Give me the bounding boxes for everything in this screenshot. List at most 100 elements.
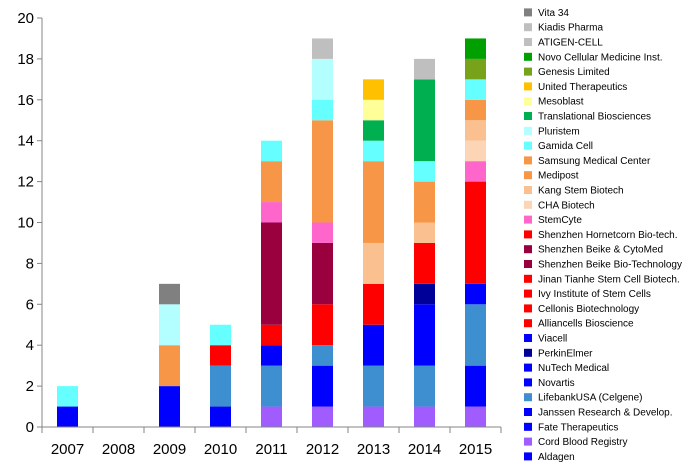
bar-segment [159, 283, 180, 305]
x-tick-label: 2014 [408, 441, 441, 458]
legend-swatch [524, 67, 532, 76]
bar-segment [363, 242, 384, 284]
legend-swatch [524, 245, 532, 254]
bar-segment [465, 38, 486, 59]
bar-segment [210, 365, 231, 407]
x-tick-label: 2007 [51, 441, 84, 458]
legend-swatch [524, 319, 532, 328]
legend-swatch [524, 126, 532, 135]
bar-segment [363, 140, 384, 162]
bar-segment [414, 161, 435, 182]
y-tick-label: 12 [17, 174, 34, 191]
bar-segment [159, 386, 180, 427]
bar-segment [261, 161, 282, 203]
bar-segment [465, 140, 486, 162]
bar-segment [210, 406, 231, 427]
legend-label: Cord Blood Registry [538, 437, 627, 448]
legend-label: Novo Cellular Medicine Inst. [538, 52, 663, 63]
legend-swatch [524, 186, 532, 194]
x-tick-label: 2013 [357, 441, 390, 458]
legend-swatch [524, 260, 532, 268]
bar-segment [261, 406, 282, 427]
legend-label: Viacell [538, 334, 567, 345]
bar-segment [465, 58, 486, 80]
bar-segment [261, 365, 282, 407]
legend-label: LifebankUSA (Celgene) [538, 393, 643, 404]
legend-label: Jinan Tianhe Stem Cell Biotech. [538, 274, 680, 285]
bar-segment [363, 406, 384, 427]
legend-label: Gamida Cell [538, 141, 593, 152]
legend-swatch [524, 52, 532, 61]
plot-area [57, 38, 486, 427]
y-axis: 0 2 4 6 8 10 12 14 16 18 20 [17, 10, 43, 436]
legend-swatch [524, 200, 532, 209]
legend-swatch [524, 215, 532, 224]
legend-label: United Therapeutics [538, 82, 627, 93]
bar-segment [261, 140, 282, 162]
bar-segment [414, 242, 435, 284]
x-tick-label: 2011 [255, 441, 287, 458]
bar-segment [363, 365, 384, 407]
legend-label: Medipost [538, 171, 579, 182]
legend-label: Genesis Limited [538, 67, 610, 78]
legend-label: Shenzhen Hornetcorn Bio-tech. [538, 230, 678, 241]
bar-segment [312, 304, 333, 346]
bar-segment [465, 406, 486, 427]
legend-swatch [524, 408, 532, 416]
bar-segment [465, 181, 486, 284]
bar-segment [414, 283, 435, 305]
bar-segment [261, 324, 282, 346]
y-tick-label: 6 [26, 296, 34, 313]
legend-swatch [524, 334, 532, 342]
legend-label: Samsung Medical Center [538, 156, 651, 167]
x-tick-label: 2012 [306, 441, 339, 458]
y-tick-label: 18 [17, 51, 34, 68]
legend-swatch [524, 422, 532, 431]
bar-segment [312, 99, 333, 121]
legend-swatch [524, 156, 532, 165]
y-tick-label: 4 [26, 337, 34, 354]
legend-label: PerkinElmer [538, 348, 593, 359]
legend-swatch [524, 437, 532, 446]
bar-segment [414, 222, 435, 243]
y-tick-label: 16 [17, 92, 34, 109]
bar-segment [312, 242, 333, 305]
bar-segment [414, 406, 435, 427]
bar-segment [210, 345, 231, 366]
legend-swatch [524, 289, 532, 298]
bar-segment [414, 304, 435, 366]
legend-swatch [524, 171, 532, 180]
legend-label: Ivy Institute of Stem Cells [538, 289, 651, 300]
bar-segment [363, 283, 384, 325]
legend-swatch [524, 141, 532, 150]
legend-label: NuTech Medical [538, 363, 609, 374]
bar-segment [363, 324, 384, 366]
legend-swatch [524, 97, 532, 106]
bar-segment [414, 79, 435, 162]
bar-segment [312, 222, 333, 243]
legend-label: Janssen Research & Develop. [538, 408, 673, 419]
bar-segment [312, 38, 333, 59]
legend-swatch [524, 38, 532, 46]
legend-label: Novartis [538, 378, 575, 389]
bar-segment [312, 345, 333, 366]
legend-label: Kang Stem Biotech [538, 186, 624, 197]
y-tick-label: 0 [26, 419, 34, 436]
legend-swatch [524, 230, 532, 239]
legend-label: Alliancells Bioscience [538, 319, 634, 330]
bar-segment [465, 283, 486, 305]
bar-segment [363, 79, 384, 100]
legend-label: Shenzhen Beike Bio-Technology [538, 260, 682, 271]
bar-segment [261, 345, 282, 366]
x-axis: 2007 2008 2009 2010 2011 2012 2013 2014 2015 [41, 426, 502, 458]
legend-label: Translational Biosciences [538, 112, 651, 123]
bar-segment [414, 58, 435, 80]
y-tick-label: 10 [17, 215, 34, 232]
bar-segment [312, 120, 333, 223]
legend-swatch [524, 393, 532, 402]
bar-segment [363, 120, 384, 141]
legend-label: CHA Biotech [538, 200, 595, 211]
legend-label: Kiadis Pharma [538, 23, 603, 34]
y-tick-label: 8 [26, 255, 34, 272]
legend-swatch [524, 8, 532, 17]
